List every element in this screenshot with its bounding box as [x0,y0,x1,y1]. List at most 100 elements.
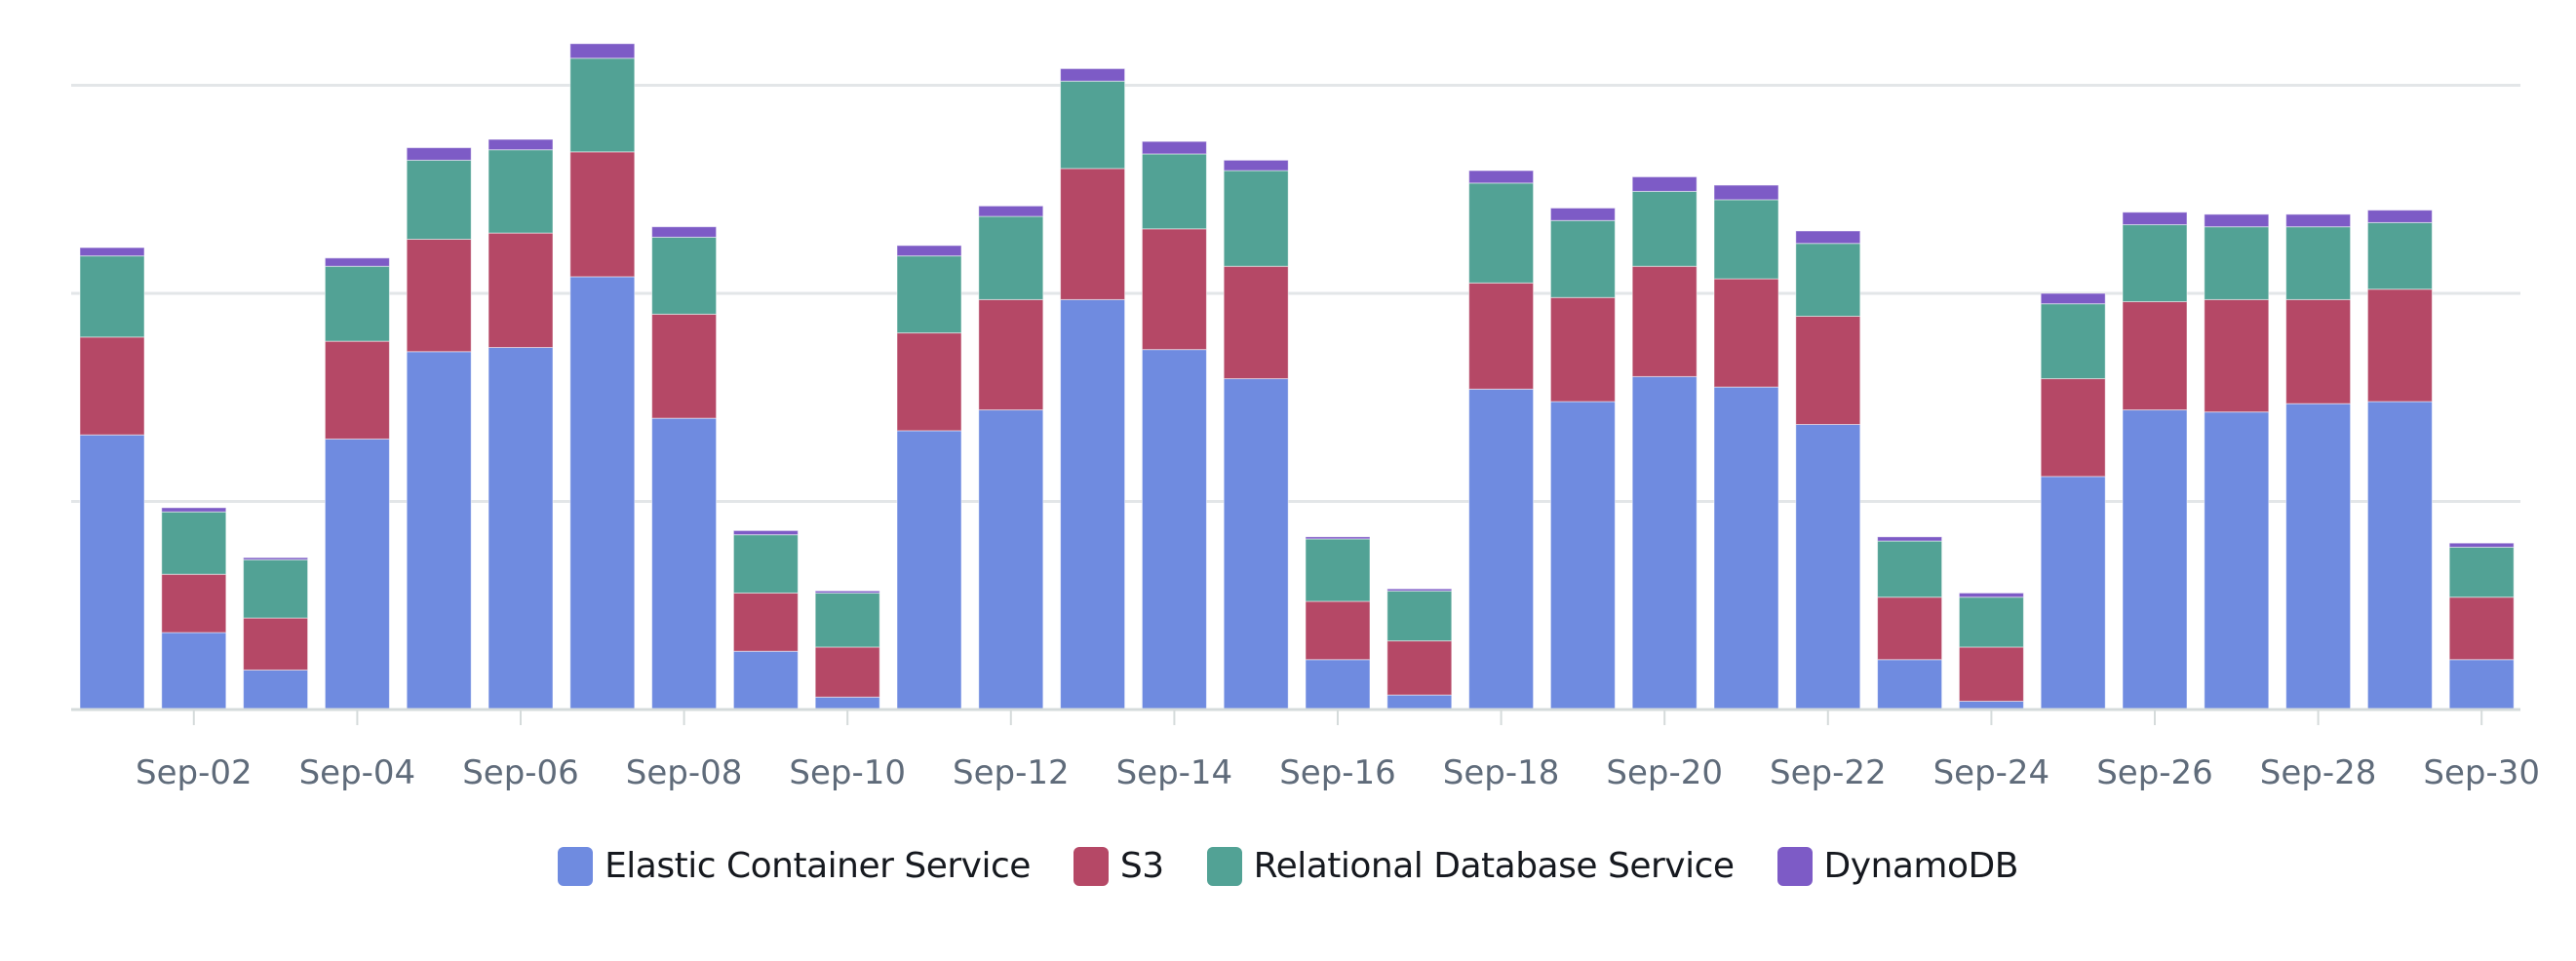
bar-segment-relational-database-service[interactable] [1958,596,2024,648]
bar-segment-relational-database-service[interactable] [1223,170,1289,267]
bar-segment-s3[interactable] [1468,282,1535,390]
bar-segment-s3[interactable] [243,617,309,671]
bar-stack-sep-19[interactable] [1549,207,1616,711]
legend-item-s3[interactable]: S3 [1073,846,1164,886]
bar-stack-sep-18[interactable] [1468,170,1535,711]
bar-segment-elastic-container-service[interactable] [1713,386,1779,711]
bar-stack-sep-06[interactable] [488,138,554,711]
bar-stack-sep-25[interactable] [2040,292,2106,711]
bar-segment-dynamodb[interactable] [324,257,390,267]
legend-item-elastic-container-service[interactable]: Elastic Container Service [558,846,1031,886]
bar-segment-s3[interactable] [2366,288,2433,403]
bar-segment-dynamodb[interactable] [2122,211,2188,226]
bar-stack-sep-09[interactable] [732,529,799,711]
bar-segment-elastic-container-service[interactable] [2366,401,2433,711]
bar-segment-dynamodb[interactable] [1549,207,1616,221]
bar-stack-sep-27[interactable] [2204,213,2270,711]
bar-segment-dynamodb[interactable] [2448,542,2515,548]
bar-segment-dynamodb[interactable] [1877,536,1943,542]
bar-segment-relational-database-service[interactable] [1631,190,1698,267]
bar-segment-elastic-container-service[interactable] [2122,409,2188,711]
bar-segment-dynamodb[interactable] [978,205,1044,217]
bar-segment-relational-database-service[interactable] [1386,590,1453,642]
bar-segment-relational-database-service[interactable] [488,149,554,234]
bar-segment-elastic-container-service[interactable] [488,347,554,711]
bar-segment-relational-database-service[interactable] [1305,538,1371,602]
bar-segment-dynamodb[interactable] [406,147,472,161]
bar-segment-relational-database-service[interactable] [569,58,636,153]
bar-segment-relational-database-service[interactable] [2122,224,2188,303]
bar-segment-dynamodb[interactable] [1060,67,1126,82]
bar-segment-elastic-container-service[interactable] [2040,476,2106,711]
bar-segment-relational-database-service[interactable] [978,215,1044,300]
bar-segment-dynamodb[interactable] [488,138,554,151]
bar-segment-relational-database-service[interactable] [243,558,309,619]
bar-segment-dynamodb[interactable] [1958,592,2024,598]
bar-segment-dynamodb[interactable] [79,247,145,257]
bar-stack-sep-12[interactable] [978,205,1044,711]
bar-stack-sep-07[interactable] [569,43,636,711]
bar-segment-dynamodb[interactable] [1223,159,1289,172]
bar-segment-relational-database-service[interactable] [1795,243,1861,317]
bar-segment-relational-database-service[interactable] [814,592,880,648]
bar-segment-s3[interactable] [1877,596,1943,661]
legend-item-dynamodb[interactable]: DynamoDB [1776,846,2018,886]
bar-segment-dynamodb[interactable] [243,557,309,560]
bar-segment-s3[interactable] [2204,298,2270,413]
bar-segment-dynamodb[interactable] [2040,292,2106,305]
bar-segment-relational-database-service[interactable] [79,255,145,338]
bar-segment-relational-database-service[interactable] [406,159,472,240]
bar-segment-relational-database-service[interactable] [2040,303,2106,380]
bar-segment-dynamodb[interactable] [896,245,962,257]
bar-segment-relational-database-service[interactable] [1549,219,1616,298]
bar-segment-s3[interactable] [2040,378,2106,478]
bar-segment-s3[interactable] [1795,315,1861,426]
bar-segment-elastic-container-service[interactable] [2285,403,2352,711]
bar-segment-s3[interactable] [488,232,554,349]
bar-segment-relational-database-service[interactable] [2204,226,2270,300]
bar-segment-s3[interactable] [161,573,227,634]
bar-segment-relational-database-service[interactable] [2448,546,2515,598]
bar-segment-elastic-container-service[interactable] [243,669,309,711]
bar-segment-s3[interactable] [569,151,636,278]
bar-segment-dynamodb[interactable] [1386,588,1453,592]
bar-stack-sep-21[interactable] [1713,184,1779,711]
bar-segment-s3[interactable] [1386,640,1453,696]
bar-segment-elastic-container-service[interactable] [1060,298,1126,711]
bar-segment-relational-database-service[interactable] [1060,80,1126,170]
bar-segment-s3[interactable] [2285,298,2352,404]
bar-segment-elastic-container-service[interactable] [79,434,145,711]
bar-segment-relational-database-service[interactable] [651,236,718,315]
bar-segment-s3[interactable] [1141,228,1207,351]
bar-segment-dynamodb[interactable] [1141,140,1207,155]
bar-segment-dynamodb[interactable] [161,507,227,513]
bar-segment-s3[interactable] [79,336,145,436]
bar-segment-dynamodb[interactable] [1468,170,1535,184]
bar-stack-sep-26[interactable] [2122,211,2188,711]
bar-stack-sep-10[interactable] [814,590,880,711]
bar-segment-elastic-container-service[interactable] [161,632,227,711]
bar-stack-sep-08[interactable] [651,226,718,711]
bar-segment-relational-database-service[interactable] [1141,153,1207,230]
bar-stack-sep-05[interactable] [406,147,472,711]
bar-segment-relational-database-service[interactable] [324,265,390,342]
bar-segment-elastic-container-service[interactable] [1305,659,1371,711]
bar-segment-s3[interactable] [324,340,390,440]
bar-segment-relational-database-service[interactable] [2285,226,2352,300]
bar-segment-relational-database-service[interactable] [2366,221,2433,290]
bar-segment-dynamodb[interactable] [814,590,880,594]
bar-segment-elastic-container-service[interactable] [814,696,880,711]
bar-stack-sep-30[interactable] [2448,542,2515,711]
bar-stack-sep-23[interactable] [1877,536,1943,711]
bar-segment-elastic-container-service[interactable] [1141,349,1207,711]
bar-segment-elastic-container-service[interactable] [1468,388,1535,711]
bar-segment-elastic-container-service[interactable] [569,276,636,711]
bar-segment-elastic-container-service[interactable] [2204,411,2270,711]
bar-stack-sep-15[interactable] [1223,159,1289,711]
bar-stack-sep-24[interactable] [1958,592,2024,711]
bar-segment-dynamodb[interactable] [1305,536,1371,540]
bar-segment-s3[interactable] [406,238,472,353]
bar-stack-sep-17[interactable] [1386,588,1453,711]
bar-segment-relational-database-service[interactable] [1877,540,1943,598]
bar-segment-dynamodb[interactable] [1795,230,1861,245]
